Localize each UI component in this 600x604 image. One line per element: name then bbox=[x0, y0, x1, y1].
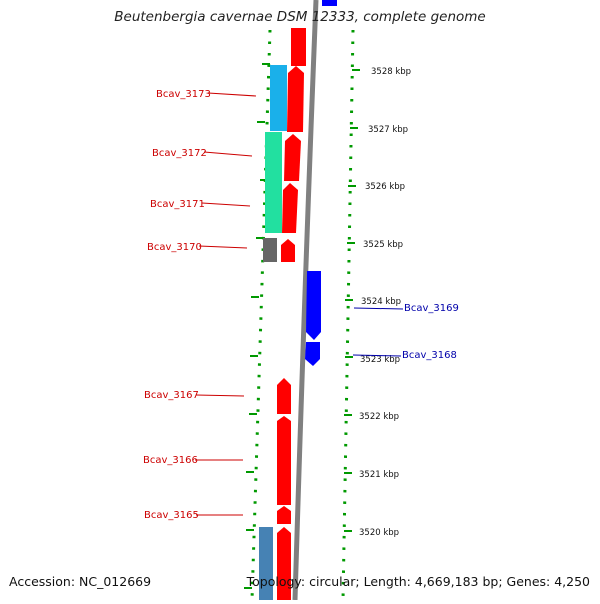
scale-label: 3526 kbp bbox=[365, 182, 405, 192]
gene-arrow[interactable] bbox=[277, 378, 291, 414]
cog-box[interactable] bbox=[270, 65, 287, 131]
gene-arrow[interactable] bbox=[291, 28, 306, 66]
gene-label[interactable]: Bcav_3171 bbox=[150, 199, 205, 210]
gene-arrow[interactable] bbox=[284, 134, 301, 181]
tick-track-outer bbox=[341, 29, 355, 601]
gene-arrow[interactable] bbox=[281, 239, 295, 262]
gene-label[interactable]: Bcav_3165 bbox=[144, 510, 199, 521]
gene-arrow[interactable] bbox=[277, 506, 291, 524]
major-ticks-inner bbox=[244, 63, 270, 589]
forward-genes bbox=[277, 28, 306, 600]
gene-arrow[interactable] bbox=[277, 416, 291, 505]
gene-label[interactable]: Bcav_3168 bbox=[402, 350, 457, 361]
accession-text: Accession: NC_012669 bbox=[9, 574, 152, 589]
scale-label: 3528 kbp bbox=[371, 67, 411, 77]
scale-label: 3523 kbp bbox=[360, 355, 400, 365]
major-ticks-outer bbox=[344, 69, 360, 532]
left-labels: Bcav_3173 Bcav_3172 Bcav_3171 Bcav_3170 … bbox=[143, 89, 257, 521]
gene-label[interactable]: Bcav_3169 bbox=[404, 303, 459, 314]
gene-label[interactable]: Bcav_3166 bbox=[143, 455, 198, 466]
scale-label: 3520 kbp bbox=[359, 528, 399, 538]
gene-arrow[interactable] bbox=[305, 342, 320, 366]
scale-label: 3525 kbp bbox=[363, 240, 403, 250]
scale-label: 3524 kbp bbox=[361, 297, 401, 307]
cog-box[interactable] bbox=[259, 527, 273, 602]
right-labels: Bcav_3169 Bcav_3168 bbox=[352, 303, 459, 361]
tick-track-inner bbox=[250, 29, 272, 601]
cog-track bbox=[259, 65, 287, 602]
scale-label: 3522 kbp bbox=[359, 412, 399, 422]
gene-label[interactable]: Bcav_3167 bbox=[144, 390, 199, 401]
cog-box[interactable] bbox=[265, 132, 282, 233]
scale-labels: 3528 kbp 3527 kbp 3526 kbp 3525 kbp 3524… bbox=[359, 67, 411, 538]
gene-arrow[interactable] bbox=[322, 0, 337, 6]
scale-label: 3527 kbp bbox=[368, 125, 408, 135]
gene-label[interactable]: Bcav_3173 bbox=[156, 89, 211, 100]
genome-backbone bbox=[292, 0, 319, 601]
gene-arrow[interactable] bbox=[306, 271, 321, 340]
reverse-genes bbox=[305, 0, 337, 366]
gene-label[interactable]: Bcav_3172 bbox=[152, 148, 207, 159]
gene-arrow[interactable] bbox=[287, 66, 304, 132]
genome-summary-text: Topology: circular; Length: 4,669,183 bp… bbox=[246, 574, 590, 589]
gene-arrow[interactable] bbox=[277, 527, 291, 600]
cog-box[interactable] bbox=[263, 238, 277, 262]
scale-label: 3521 kbp bbox=[359, 470, 399, 480]
map-title: Beutenbergia cavernae DSM 12333, complet… bbox=[114, 9, 486, 25]
gene-label[interactable]: Bcav_3170 bbox=[147, 242, 202, 253]
gene-arrow[interactable] bbox=[282, 183, 298, 233]
